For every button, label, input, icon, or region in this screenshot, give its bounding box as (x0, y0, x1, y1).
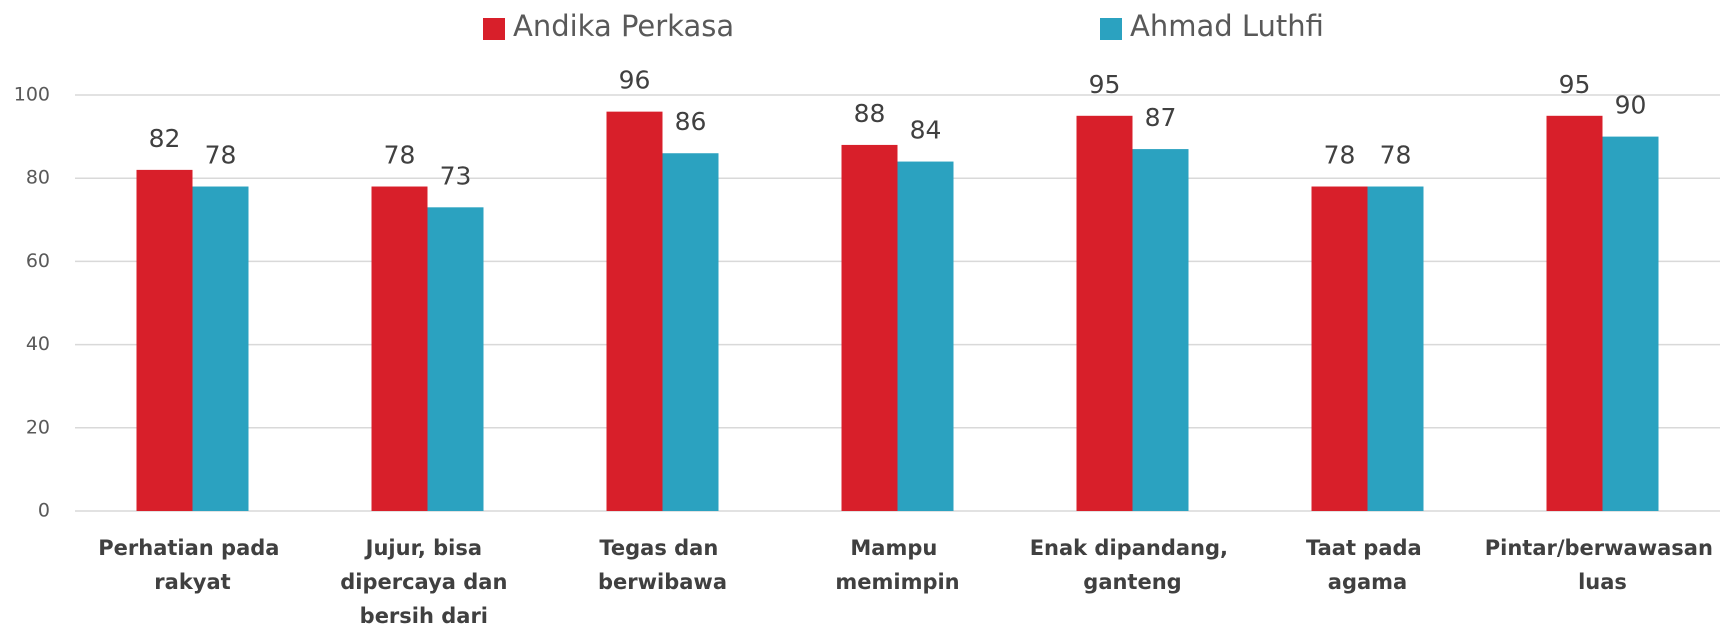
legend-swatch (483, 18, 505, 40)
legend-swatch (1100, 18, 1122, 40)
bar (1132, 149, 1189, 511)
x-tick-label-line: Enak dipandang, (1030, 536, 1236, 560)
bar (606, 111, 663, 511)
data-label: 78 (384, 141, 416, 170)
x-tick-label: Perhatian pada rakyat (98, 536, 287, 594)
data-label: 78 (1324, 141, 1356, 170)
x-tick-label: Pintar/berwawasan luas (1485, 536, 1720, 594)
bar (192, 186, 249, 511)
bar (427, 207, 484, 511)
data-label: 95 (1089, 70, 1121, 99)
bar (136, 169, 193, 511)
x-tick-label: Taat pada agama (1306, 536, 1429, 594)
bar (371, 186, 428, 511)
x-tick-label-line: Tegas dan (599, 536, 725, 560)
x-tick-label-line: berwibawa (598, 570, 727, 594)
x-tick-label-line: bersih dari (360, 604, 496, 628)
x-tick-label-line: Pintar/berwawasan (1485, 536, 1720, 560)
bar (841, 144, 898, 512)
x-tick-label-line: Perhatian pada (98, 536, 287, 560)
legend-label: Ahmad Luthfi (1130, 9, 1324, 43)
data-label: 90 (1615, 91, 1647, 120)
x-tick-label: Enak dipandang, ganteng (1030, 536, 1236, 594)
y-tick-label: 20 (26, 416, 50, 438)
bar (1546, 115, 1603, 512)
data-label: 96 (619, 66, 651, 95)
x-tick-label-line: rakyat (154, 570, 230, 594)
data-label: 86 (675, 107, 707, 136)
x-tick-label: Jujur, bisa dipercaya dan bersih dari ko… (340, 536, 514, 636)
x-tick-label-line: luas (1578, 570, 1627, 594)
x-tick-label-line: Mampu (850, 536, 944, 560)
bar (1367, 186, 1424, 511)
x-tick-label-line: memimpin (835, 570, 959, 594)
data-label: 88 (854, 99, 886, 128)
data-label: 82 (149, 124, 181, 153)
data-label: 95 (1559, 70, 1591, 99)
data-label: 84 (910, 116, 942, 145)
x-tick-label-line: Taat pada (1306, 536, 1429, 560)
y-tick-label: 60 (26, 250, 50, 272)
y-tick-label: 80 (26, 167, 50, 189)
x-tick-label: Mampu memimpin (835, 536, 959, 594)
data-label: 78 (1380, 141, 1412, 170)
x-tick-label-line: agama (1328, 570, 1407, 594)
x-tick-label-line: dipercaya dan (340, 570, 514, 594)
bar (1602, 136, 1659, 511)
y-tick-label: 40 (26, 333, 50, 355)
bar (1076, 115, 1133, 512)
x-tick-label: Tegas dan berwibawa (598, 536, 727, 594)
y-tick-label: 0 (38, 500, 50, 522)
data-label: 73 (440, 161, 472, 190)
bar (1311, 186, 1368, 511)
y-tick-label: 100 (14, 84, 50, 106)
legend-label: Andika Perkasa (513, 9, 734, 43)
bar (662, 153, 719, 512)
data-label: 78 (205, 141, 237, 170)
x-tick-label-line: ganteng (1083, 570, 1181, 594)
data-label: 87 (1145, 103, 1177, 132)
x-tick-label-line: Jujur, bisa (364, 536, 490, 560)
bar (897, 161, 954, 511)
